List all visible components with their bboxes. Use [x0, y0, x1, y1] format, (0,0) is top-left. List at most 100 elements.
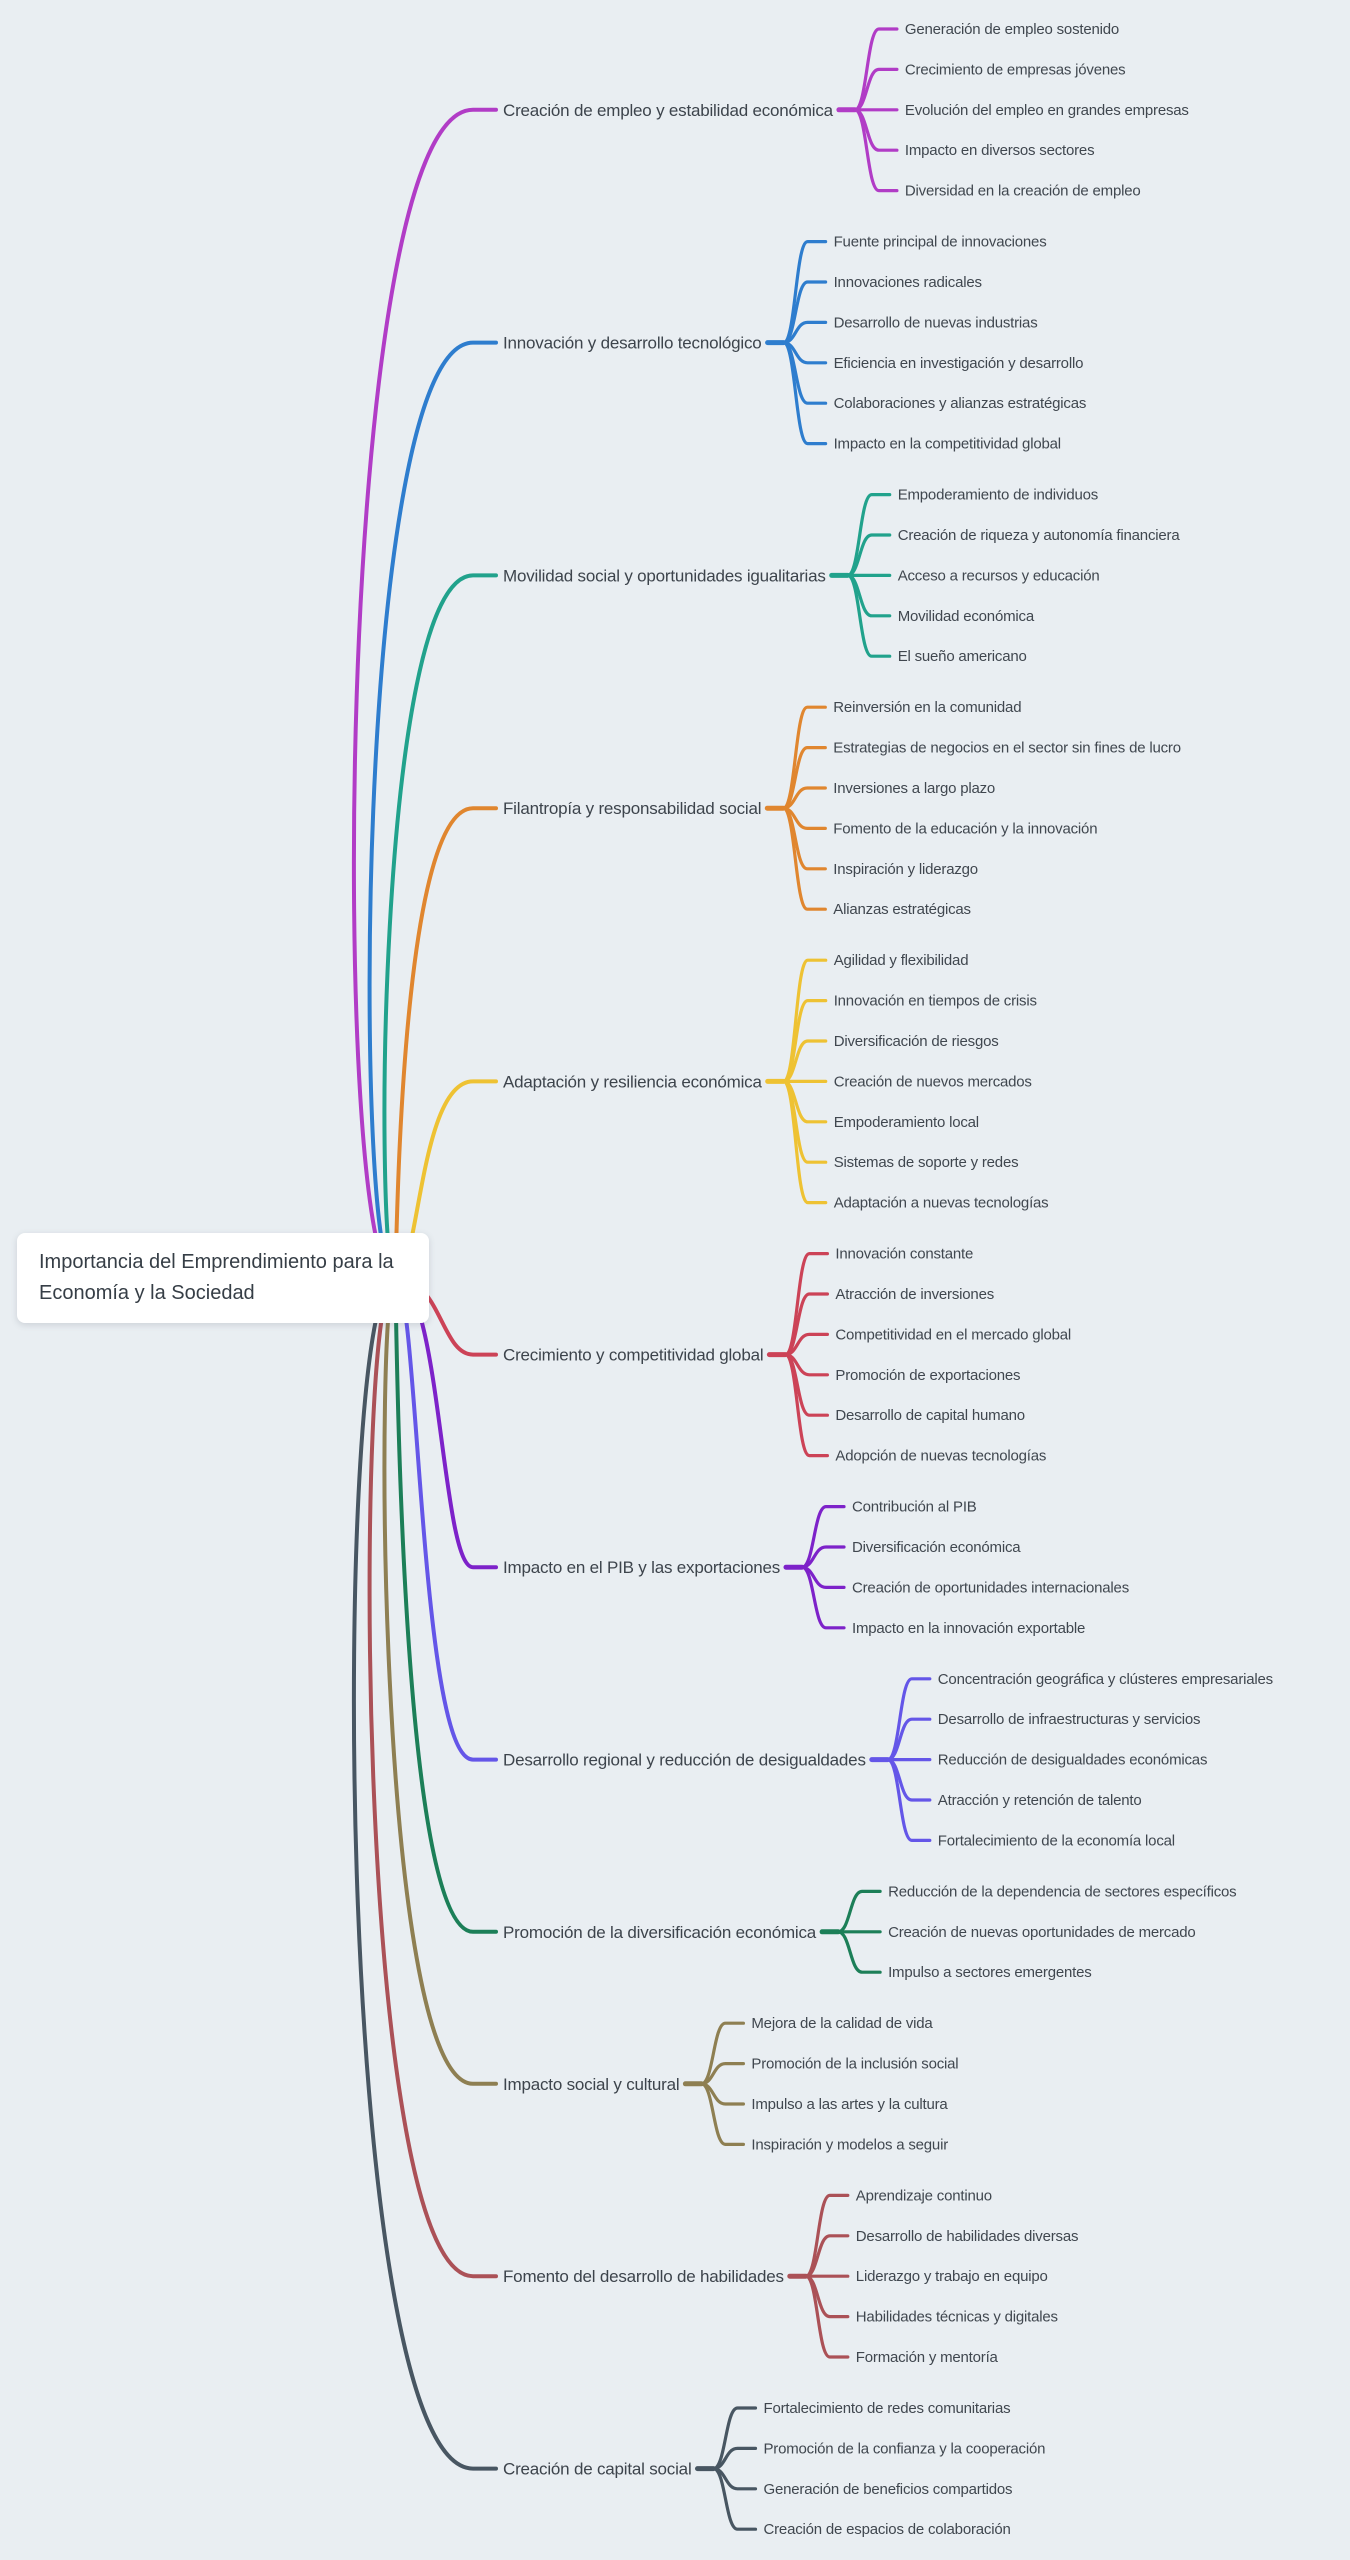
child-connector: [699, 2021, 745, 2086]
child-label[interactable]: Promoción de la confianza y la cooperaci…: [764, 2440, 1046, 2457]
child-label[interactable]: Habilidades técnicas y digitales: [856, 2309, 1058, 2326]
child-label[interactable]: Creación de nuevas oportunidades de merc…: [888, 1924, 1196, 1941]
branch-label[interactable]: Creación de capital social: [503, 2460, 692, 2479]
branch-label[interactable]: Fomento del desarrollo de habilidades: [503, 2267, 784, 2286]
child-connector: [804, 2274, 850, 2359]
child-label[interactable]: Fuente principal de innovaciones: [834, 234, 1047, 251]
child-label[interactable]: Creación de riqueza y autonomía financie…: [898, 527, 1181, 544]
child-connector: [800, 1565, 846, 1630]
child-connector: [782, 341, 828, 446]
child-connector: [804, 2234, 850, 2278]
child-label[interactable]: Promoción de la inclusión social: [751, 2056, 958, 2073]
child-connector: [846, 533, 892, 577]
child-label[interactable]: Evolución del empleo en grandes empresas: [905, 102, 1189, 119]
child-label[interactable]: Atracción y retención de talento: [938, 1792, 1142, 1809]
branch-label[interactable]: Impacto en el PIB y las exportaciones: [503, 1558, 780, 1577]
child-connector: [783, 1353, 829, 1458]
child-label[interactable]: Acceso a recursos y educación: [898, 567, 1100, 584]
root-connector: [367, 340, 498, 1280]
child-label[interactable]: Inversiones a largo plazo: [833, 780, 995, 797]
child-label[interactable]: Sistemas de soporte y redes: [834, 1154, 1019, 1171]
child-label[interactable]: Diversidad en la creación de empleo: [905, 183, 1141, 200]
child-connector: [846, 573, 892, 658]
branch-4: Filantropía y responsabilidad social Rein…: [393, 699, 1181, 1280]
child-label[interactable]: Contribución al PIB: [852, 1499, 977, 1516]
branch-label[interactable]: Impacto social y cultural: [503, 2075, 680, 2094]
root-connector: [393, 806, 498, 1280]
child-label[interactable]: Diversificación económica: [852, 1539, 1021, 1556]
child-label[interactable]: Fortalecimiento de la economía local: [938, 1832, 1175, 1849]
child-label[interactable]: Colaboraciones y alianzas estratégicas: [834, 395, 1087, 412]
branch-5: Adaptación y resiliencia económica Agilid…: [393, 952, 1049, 1280]
child-label[interactable]: Crecimiento de empresas jóvenes: [905, 61, 1126, 78]
branch-6: Crecimiento y competitividad global Innov…: [393, 1246, 1071, 1465]
child-label[interactable]: Fortalecimiento de redes comunitarias: [764, 2400, 1011, 2417]
child-connector: [781, 806, 827, 911]
root-connector: [382, 573, 498, 1280]
child-label[interactable]: Impacto en diversos sectores: [905, 142, 1095, 159]
child-label[interactable]: Desarrollo de capital humano: [835, 1407, 1025, 1424]
root-connector: [351, 1276, 498, 2471]
branch-label[interactable]: Promoción de la diversificación económic…: [503, 1923, 817, 1942]
child-label[interactable]: Inspiración y modelos a seguir: [751, 2136, 948, 2153]
branch-label[interactable]: Movilidad social y oportunidades igualit…: [503, 566, 826, 585]
child-label[interactable]: Adaptación a nuevas tecnologías: [834, 1195, 1049, 1212]
child-label[interactable]: Liderazgo y trabajo en equipo: [856, 2268, 1048, 2285]
child-label[interactable]: Estrategias de negocios en el sector sin…: [833, 740, 1181, 757]
child-label[interactable]: Empoderamiento local: [834, 1114, 979, 1131]
branch-12: Creación de capital social Fortalecimient…: [351, 1276, 1046, 2538]
child-label[interactable]: Inspiración y liderazgo: [833, 861, 978, 878]
branch-label[interactable]: Creación de empleo y estabilidad económi…: [503, 101, 834, 120]
branch-label[interactable]: Filantropía y responsabilidad social: [503, 799, 762, 818]
child-label[interactable]: Competitividad en el mercado global: [835, 1326, 1071, 1343]
child-label[interactable]: Impacto en la innovación exportable: [852, 1620, 1085, 1637]
child-label[interactable]: Atracción de inversiones: [835, 1286, 994, 1303]
child-label[interactable]: Fomento de la educación y la innovación: [833, 820, 1097, 837]
child-label[interactable]: Formación y mentoría: [856, 2349, 999, 2366]
branch-label[interactable]: Crecimiento y competitividad global: [503, 1346, 764, 1365]
branch-label[interactable]: Desarrollo regional y reducción de desig…: [503, 1751, 866, 1770]
child-label[interactable]: Alianzas estratégicas: [833, 901, 971, 918]
child-label[interactable]: Innovación constante: [835, 1246, 973, 1263]
child-label[interactable]: Adopción de nuevas tecnologías: [835, 1448, 1046, 1465]
child-label[interactable]: Creación de nuevos mercados: [834, 1073, 1032, 1090]
branch-1: Creación de empleo y estabilidad económi…: [351, 21, 1189, 1280]
child-label[interactable]: Impulso a sectores emergentes: [888, 1964, 1092, 1981]
child-label[interactable]: Diversificación de riesgos: [834, 1033, 999, 1050]
child-label[interactable]: Innovaciones radicales: [834, 274, 982, 291]
child-label[interactable]: Creación de espacios de colaboración: [764, 2521, 1011, 2538]
child-label[interactable]: Desarrollo de infraestructuras y servici…: [938, 1711, 1201, 1728]
child-label[interactable]: Impacto en la competitividad global: [834, 436, 1062, 453]
child-label[interactable]: Reinversión en la comunidad: [833, 699, 1021, 716]
root-connector: [382, 1276, 498, 2086]
child-connector: [886, 1758, 932, 1842]
child-label[interactable]: Movilidad económica: [898, 608, 1035, 625]
child-label[interactable]: Creación de oportunidades internacionale…: [852, 1579, 1129, 1596]
branch-label[interactable]: Adaptación y resiliencia económica: [503, 1072, 763, 1091]
child-connector: [781, 705, 827, 810]
child-label[interactable]: Impulso a las artes y la cultura: [751, 2096, 948, 2113]
child-label[interactable]: Empoderamiento de individuos: [898, 487, 1099, 504]
child-connector: [782, 958, 828, 1083]
child-label[interactable]: Desarrollo de nuevas industrias: [834, 314, 1038, 331]
child-label[interactable]: Promoción de exportaciones: [835, 1367, 1020, 1384]
child-label[interactable]: Aprendizaje continuo: [856, 2187, 992, 2204]
child-connector: [836, 1889, 882, 1934]
child-connector: [783, 1292, 829, 1357]
child-label[interactable]: Innovación en tiempos de crisis: [834, 993, 1037, 1010]
child-label[interactable]: Generación de beneficios compartidos: [764, 2481, 1013, 2498]
child-connector: [853, 108, 899, 193]
child-label[interactable]: Eficiencia en investigación y desarrollo: [834, 355, 1084, 372]
root-node[interactable]: Importancia del Emprendimiento para la E…: [17, 1233, 429, 1323]
child-label[interactable]: Concentración geográfica y clústeres emp…: [938, 1671, 1273, 1688]
branch-label[interactable]: Innovación y desarrollo tecnológico: [503, 334, 762, 353]
child-connector: [782, 1079, 828, 1205]
child-connector: [711, 2406, 758, 2471]
child-label[interactable]: Reducción de desigualdades económicas: [938, 1752, 1208, 1769]
child-label[interactable]: Agilidad y flexibilidad: [834, 952, 969, 969]
child-label[interactable]: Reducción de la dependencia de sectores …: [888, 1883, 1237, 1900]
child-label[interactable]: El sueño americano: [898, 648, 1027, 665]
child-label[interactable]: Mejora de la calidad de vida: [751, 2015, 933, 2032]
child-label[interactable]: Desarrollo de habilidades diversas: [856, 2228, 1079, 2245]
child-label[interactable]: Generación de empleo sostenido: [905, 21, 1119, 38]
